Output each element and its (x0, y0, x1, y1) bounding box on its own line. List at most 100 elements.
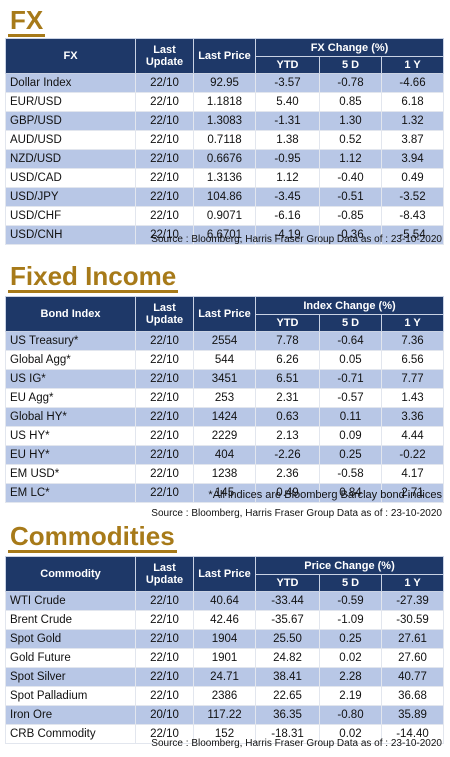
row-last-update: 22/10 (135, 483, 194, 503)
row-name: Spot Silver (5, 667, 136, 687)
row-1y: 3.94 (380, 149, 445, 169)
row-1y: -27.39 (380, 591, 445, 611)
col-header-5d: 5 D (319, 574, 382, 592)
row-name: Global Agg* (5, 350, 136, 370)
row-last-price: 2229 (193, 426, 256, 446)
row-5d: 0.11 (319, 407, 382, 427)
row-1y: 27.61 (380, 629, 445, 649)
row-last-update: 22/10 (135, 407, 194, 427)
commodities-source: Source : Bloomberg, Harris Fraser Group … (151, 738, 442, 749)
row-ytd: 6.51 (255, 369, 320, 389)
row-name: USD/CAD (5, 168, 136, 188)
row-5d: 2.19 (319, 686, 382, 706)
row-last-update: 22/10 (135, 686, 194, 706)
table-row: CRB Commodity 22/10 152 -18.31 0.02 -14.40 (5, 724, 445, 744)
row-ytd: -3.57 (255, 73, 320, 93)
row-name: EM USD* (5, 464, 136, 484)
row-last-update: 22/10 (135, 111, 194, 131)
row-5d: 0.05 (319, 350, 382, 370)
fixed-income-title: Fixed Income (8, 261, 179, 293)
row-ytd: 22.65 (255, 686, 320, 706)
row-last-price: 0.7118 (193, 130, 256, 150)
table-row: EUR/USD 22/10 1.1818 5.40 0.85 6.18 (5, 92, 445, 112)
row-5d: -0.40 (319, 168, 382, 188)
row-ytd: -35.67 (255, 610, 320, 630)
col-header-5d: 5 D (319, 56, 382, 74)
row-last-price: 0.6676 (193, 149, 256, 169)
col-header-ytd: YTD (255, 56, 320, 74)
col-header-last-update: Last Update (135, 556, 194, 592)
row-ytd: -1.31 (255, 111, 320, 131)
table-row: Global HY* 22/10 1424 0.63 0.11 3.36 (5, 407, 445, 427)
row-last-update: 22/10 (135, 130, 194, 150)
row-1y: 1.32 (380, 111, 445, 131)
row-5d: 0.84 (319, 483, 382, 503)
row-last-price: 1238 (193, 464, 256, 484)
col-header-last-price: Last Price (193, 38, 256, 74)
row-ytd: 25.50 (255, 629, 320, 649)
table-row: GBP/USD 22/10 1.3083 -1.31 1.30 1.32 (5, 111, 445, 131)
col-header-name: Bond Index (5, 296, 136, 332)
row-last-price: 42.46 (193, 610, 256, 630)
row-last-price: 1.3083 (193, 111, 256, 131)
row-1y: -14.40 (380, 724, 445, 744)
row-ytd: 36.35 (255, 705, 320, 725)
table-row: US HY* 22/10 2229 2.13 0.09 4.44 (5, 426, 445, 446)
row-last-price: 0.9071 (193, 206, 256, 226)
row-name: EU HY* (5, 445, 136, 465)
row-last-price: 104.86 (193, 187, 256, 207)
row-5d: 1.30 (319, 111, 382, 131)
col-header-1y: 1 Y (380, 574, 445, 592)
row-last-price: 6.6701 (193, 225, 256, 245)
row-ytd: -4.19 (255, 225, 320, 245)
row-last-update: 22/10 (135, 724, 194, 744)
row-5d: -0.80 (319, 705, 382, 725)
row-1y: -4.66 (380, 73, 445, 93)
row-name: WTI Crude (5, 591, 136, 611)
row-1y: 35.89 (380, 705, 445, 725)
row-last-update: 22/10 (135, 648, 194, 668)
table-row: EM USD* 22/10 1238 2.36 -0.58 4.17 (5, 464, 445, 484)
col-header-last-price: Last Price (193, 556, 256, 592)
row-name: CRB Commodity (5, 724, 136, 744)
table-row: NZD/USD 22/10 0.6676 -0.95 1.12 3.94 (5, 149, 445, 169)
col-header-name: Commodity (5, 556, 136, 592)
col-header-group: Price Change (%) (254, 556, 445, 575)
row-name: Spot Palladium (5, 686, 136, 706)
table-row: USD/CAD 22/10 1.3136 1.12 -0.40 0.49 (5, 168, 445, 188)
table-row: USD/CNH 22/10 6.6701 -4.19 -0.36 -5.54 (5, 225, 445, 245)
row-5d: -0.71 (319, 369, 382, 389)
row-ytd: -3.45 (255, 187, 320, 207)
row-ytd: 0.49 (255, 483, 320, 503)
fx-source: Source : Bloomberg, Harris Fraser Group … (151, 234, 442, 245)
row-name: US HY* (5, 426, 136, 446)
table-row: EU HY* 22/10 404 -2.26 0.25 -0.22 (5, 445, 445, 465)
row-name: EU Agg* (5, 388, 136, 408)
row-last-update: 20/10 (135, 705, 194, 725)
col-header-1y: 1 Y (380, 314, 445, 332)
row-last-price: 145 (193, 483, 256, 503)
row-last-price: 404 (193, 445, 256, 465)
commodities-title: Commodities (8, 521, 177, 553)
row-name: Gold Future (5, 648, 136, 668)
row-ytd: 2.31 (255, 388, 320, 408)
row-name: US Treasury* (5, 331, 136, 351)
table-row: Spot Gold 22/10 1904 25.50 0.25 27.61 (5, 629, 445, 649)
row-last-update: 22/10 (135, 206, 194, 226)
row-1y: -0.22 (380, 445, 445, 465)
row-last-update: 22/10 (135, 331, 194, 351)
row-1y: 1.43 (380, 388, 445, 408)
row-5d: -0.78 (319, 73, 382, 93)
row-5d: -0.64 (319, 331, 382, 351)
row-last-update: 22/10 (135, 149, 194, 169)
row-last-price: 1424 (193, 407, 256, 427)
row-ytd: 2.13 (255, 426, 320, 446)
row-5d: 2.28 (319, 667, 382, 687)
row-ytd: -6.16 (255, 206, 320, 226)
col-header-1y: 1 Y (380, 56, 445, 74)
row-1y: -3.52 (380, 187, 445, 207)
row-1y: -5.54 (380, 225, 445, 245)
row-1y: -30.59 (380, 610, 445, 630)
row-1y: 3.36 (380, 407, 445, 427)
row-ytd: -0.95 (255, 149, 320, 169)
